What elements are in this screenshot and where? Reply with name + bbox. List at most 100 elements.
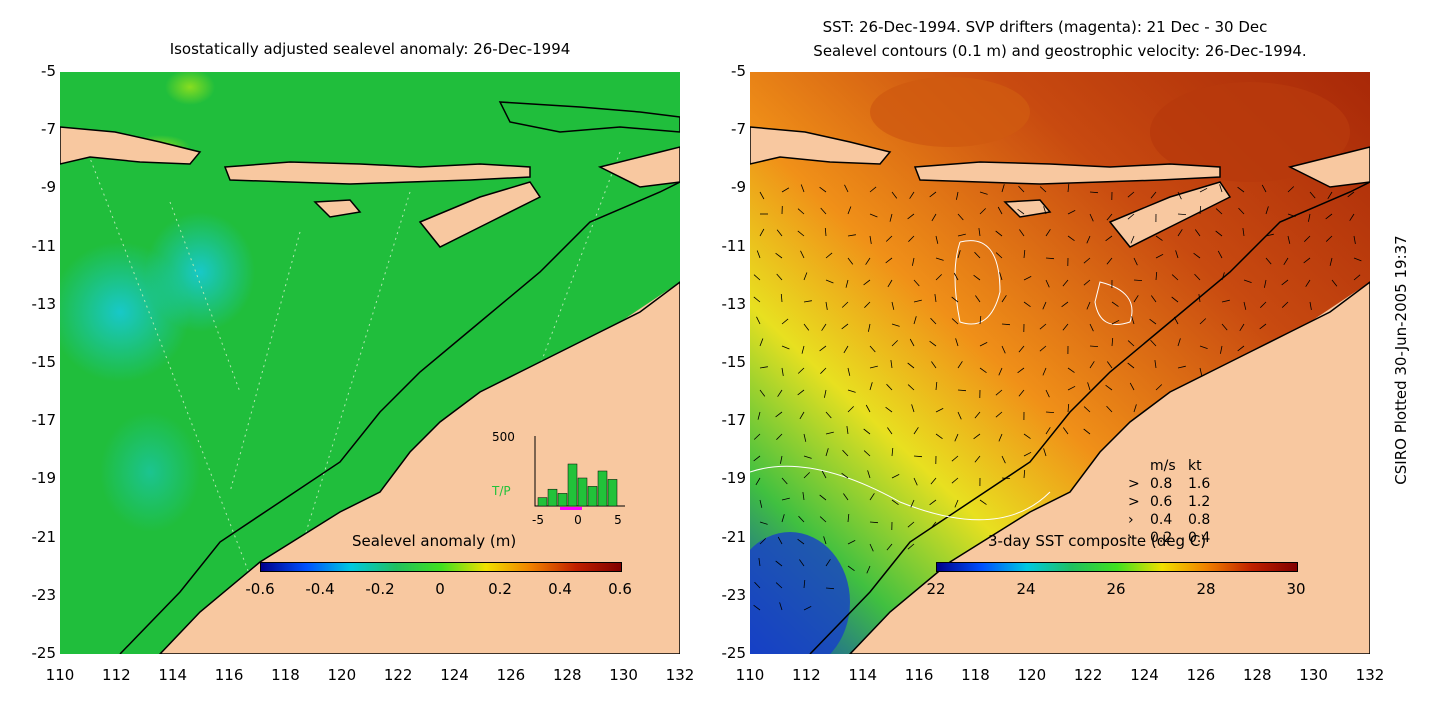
velocity-vector <box>841 323 849 330</box>
velocity-vector <box>819 494 827 501</box>
velocity-vector <box>1221 323 1228 331</box>
velocity-vector <box>775 582 783 589</box>
colorbar-tick-label: 30 <box>1286 580 1306 598</box>
velocity-vector <box>889 213 893 222</box>
velocity-vector <box>1199 205 1202 215</box>
velocity-vector <box>956 191 959 200</box>
velocity-vector <box>863 428 871 435</box>
velocity-vector <box>886 543 893 551</box>
velocity-vector <box>1175 250 1179 259</box>
velocity-vector <box>1221 299 1230 303</box>
inset-bar <box>537 497 548 507</box>
sst-colorbar-title: 3-day SST composite (deg C) <box>988 532 1207 550</box>
velocity-vector <box>909 338 915 347</box>
velocity-vector <box>1265 257 1272 265</box>
velocity-vector <box>819 345 827 352</box>
inset-x-tick: -5 <box>532 513 544 527</box>
velocity-vector <box>845 279 849 288</box>
velocity-vector <box>1171 274 1179 281</box>
velocity-vector <box>869 213 878 218</box>
lon-tick-label: 124 <box>1130 666 1159 684</box>
lon-tick-label: 122 <box>383 666 413 684</box>
velocity-vector <box>759 389 766 397</box>
velocity-vector <box>1129 382 1135 391</box>
velocity-vector <box>824 227 827 237</box>
velocity-vector <box>1243 252 1251 259</box>
velocity-vector <box>866 565 871 574</box>
velocity-vector <box>1353 274 1361 281</box>
colorbar-tick-label: 0 <box>435 580 445 598</box>
velocity-vector <box>1347 191 1355 198</box>
velocity-vector <box>869 543 874 552</box>
velocity-vector <box>757 411 761 420</box>
lon-tick-label: 120 <box>1017 666 1047 684</box>
velocity-vector <box>1001 345 1006 354</box>
lon-tick-label: 112 <box>102 666 131 684</box>
sealevel-map-svg <box>60 72 680 654</box>
velocity-vector <box>1150 191 1157 199</box>
velocity-vector <box>843 345 849 354</box>
lat-tick-label: -13 <box>31 294 57 313</box>
velocity-vector <box>800 184 805 193</box>
velocity-vector <box>776 273 783 281</box>
velocity-legend-arrow: > <box>1128 476 1140 492</box>
velocity-vector <box>1043 206 1047 215</box>
velocity-vector <box>1083 279 1091 286</box>
velocity-vector <box>951 455 959 462</box>
colorbar-tick-label: 0.6 <box>608 580 632 598</box>
velocity-vector <box>1154 360 1157 369</box>
velocity-vector <box>979 315 982 325</box>
velocity-vector <box>930 521 937 529</box>
colorbar-tick-label: 22 <box>926 580 946 598</box>
velocity-vector <box>797 389 805 396</box>
velocity-vector <box>1215 230 1223 237</box>
lon-tick-label: 128 <box>552 666 582 684</box>
velocity-vector <box>753 274 761 281</box>
inset-bar <box>547 488 558 507</box>
velocity-vector <box>1018 345 1025 353</box>
colorbar-tick-label: 0.4 <box>548 580 572 598</box>
velocity-vector <box>1133 404 1137 413</box>
velocity-vector <box>912 257 915 266</box>
velocity-vector <box>930 477 937 485</box>
velocity-vector <box>1150 339 1157 347</box>
velocity-vector <box>909 191 915 199</box>
velocity-vector <box>891 191 898 199</box>
velocity-vector <box>1349 213 1355 221</box>
velocity-vector <box>1067 403 1070 413</box>
velocity-vector <box>931 361 937 369</box>
velocity-vector <box>1287 213 1296 217</box>
inset-x-tick: 0 <box>574 513 582 527</box>
velocity-vector <box>1111 319 1120 325</box>
velocity-vector <box>869 382 873 391</box>
lat-tick-label: -5 <box>731 62 746 80</box>
velocity-vector <box>799 559 805 567</box>
sealevel-colorbar <box>260 562 622 572</box>
island-timor <box>418 181 542 248</box>
velocity-vector <box>885 235 893 242</box>
velocity-vector <box>1237 186 1245 193</box>
velocity-vector <box>1199 318 1207 325</box>
velocity-vector <box>973 433 981 440</box>
velocity-vector <box>781 497 790 501</box>
velocity-vector <box>1001 295 1007 303</box>
lat-tick-label: -25 <box>31 644 57 662</box>
velocity-vector <box>913 279 920 287</box>
velocity-vector <box>913 455 923 458</box>
velocity-vector <box>1042 301 1047 310</box>
lon-tick-label: 126 <box>1186 666 1216 684</box>
velocity-vector <box>1309 191 1316 199</box>
velocity-vector <box>1149 318 1157 325</box>
velocity-vector <box>1133 279 1143 281</box>
velocity-vector <box>1001 323 1011 326</box>
velocity-vector <box>1264 279 1267 288</box>
velocity-vector <box>907 384 915 391</box>
velocity-legend-ms: 0.4 <box>1150 512 1173 528</box>
velocity-vector <box>995 252 1003 259</box>
velocity-vector <box>1106 361 1113 369</box>
velocity-vector <box>843 493 849 501</box>
velocity-vector <box>1023 433 1031 439</box>
lat-tick-label: -17 <box>721 411 747 430</box>
velocity-vector <box>1308 213 1311 222</box>
colorbar-tick-label: -0.6 <box>245 580 275 598</box>
